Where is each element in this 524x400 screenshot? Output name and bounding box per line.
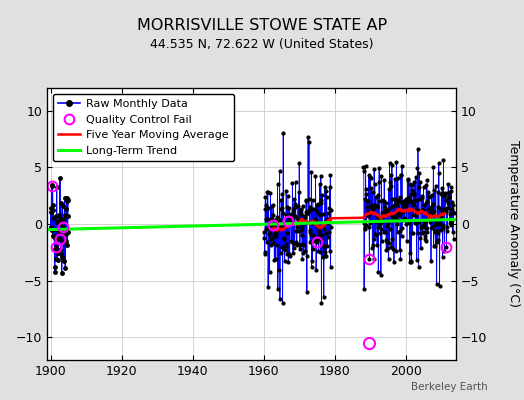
Y-axis label: Temperature Anomaly (°C): Temperature Anomaly (°C) [507,140,520,308]
Text: MORRISVILLE STOWE STATE AP: MORRISVILLE STOWE STATE AP [137,18,387,33]
Legend: Raw Monthly Data, Quality Control Fail, Five Year Moving Average, Long-Term Tren: Raw Monthly Data, Quality Control Fail, … [53,94,234,161]
Text: 44.535 N, 72.622 W (United States): 44.535 N, 72.622 W (United States) [150,38,374,51]
Text: Berkeley Earth: Berkeley Earth [411,382,487,392]
